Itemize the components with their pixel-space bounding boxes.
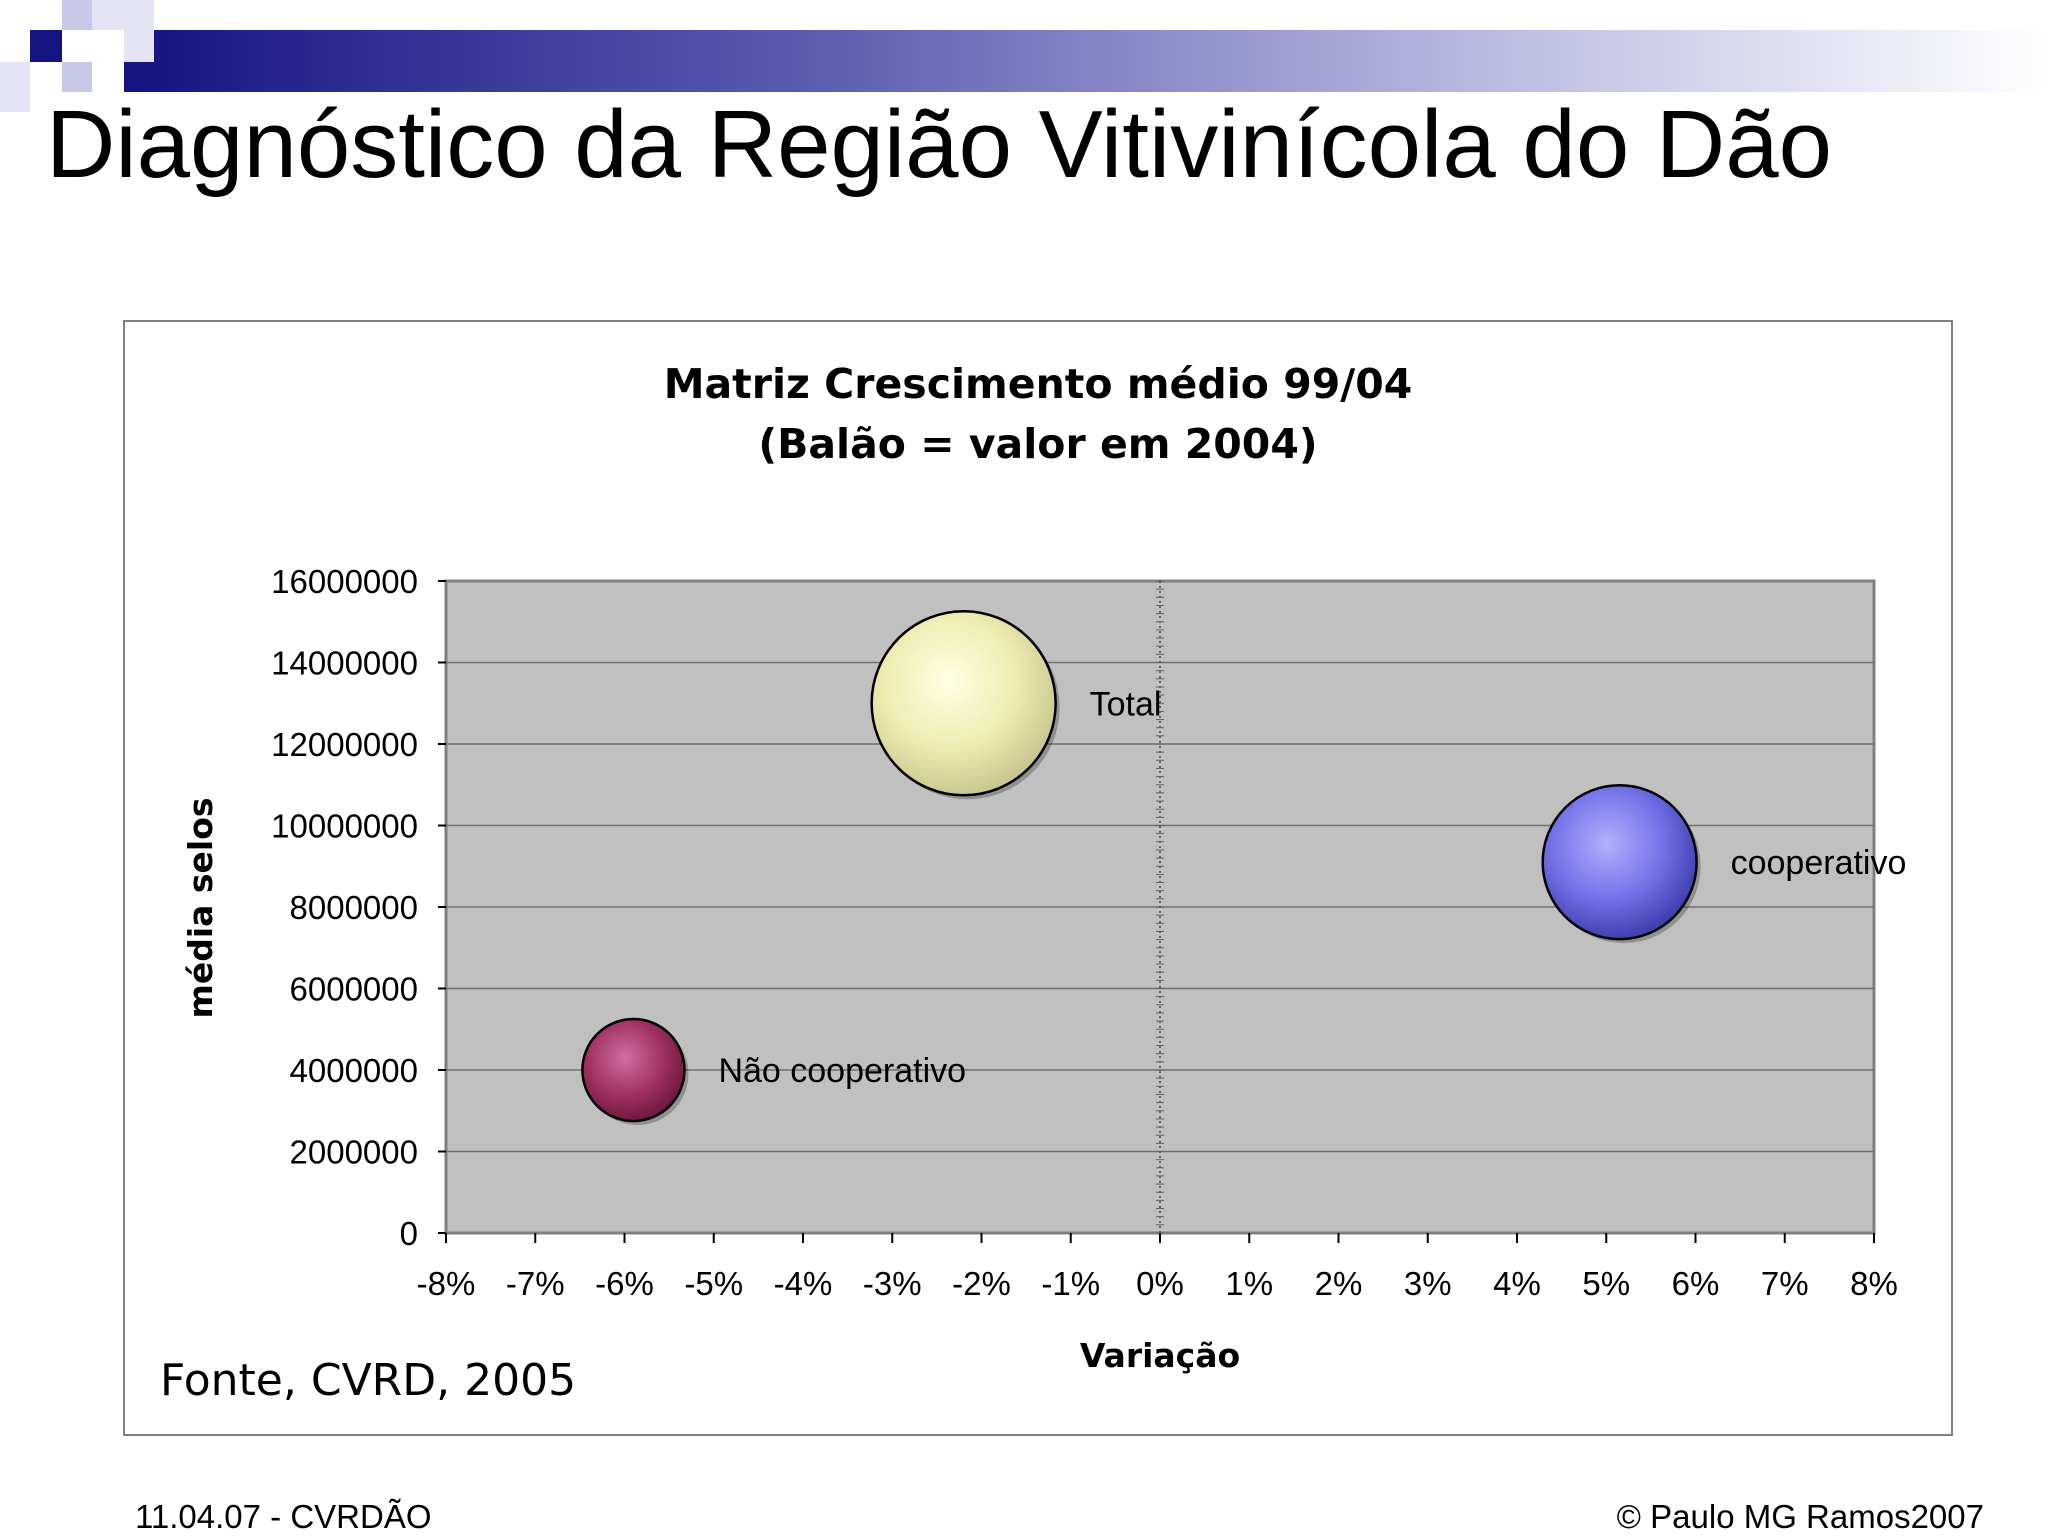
y-tick-label: 16000000	[271, 563, 418, 600]
zero-axis	[1156, 580, 1164, 1234]
bubble-label: Não cooperativo	[718, 1052, 966, 1090]
slide-title: Diagnóstico da Região Vitivinícola do Dã…	[46, 91, 1832, 198]
source-note: Fonte, CVRD, 2005	[160, 1355, 577, 1406]
x-tick-labels: -8% -7% -6% -5% -4% -3% -2% -1% 0% 1% 2% 3% 4% 5% 6% 7%…	[417, 1265, 1898, 1302]
bubble-label: Total	[1090, 685, 1162, 723]
bubbles	[581, 610, 1701, 1126]
y-tick-label: 2000000	[290, 1134, 418, 1171]
y-tick-labels: 0 2000000 4000000 6000000 8000000 10000000 120…	[271, 563, 418, 1252]
bubble-labels: Total cooperativo Não cooperativo	[718, 685, 1906, 1090]
x-tick-label: -8%	[417, 1265, 476, 1302]
y-tick-label: 8000000	[290, 889, 418, 926]
x-tick-label: -7%	[506, 1265, 565, 1302]
y-axis-label: média selos	[181, 797, 220, 1018]
bubble	[1541, 783, 1698, 941]
x-tick-label: -4%	[774, 1265, 833, 1302]
x-tick-label: -6%	[595, 1265, 654, 1302]
x-tick-label: -2%	[952, 1265, 1011, 1302]
y-tick-label: 14000000	[271, 645, 418, 682]
x-tick-label: 2%	[1315, 1265, 1363, 1302]
x-tick-label: 0%	[1136, 1265, 1184, 1302]
chart-title-line2: (Balão = valor em 2004)	[758, 420, 1317, 468]
x-tick-label: 4%	[1493, 1265, 1541, 1302]
y-tick-label: 6000000	[290, 971, 418, 1008]
x-tick-label: 8%	[1850, 1265, 1898, 1302]
bubble	[581, 1017, 686, 1123]
x-tick-label: 6%	[1672, 1265, 1720, 1302]
y-tick-label: 4000000	[290, 1052, 418, 1089]
x-tick-label: 7%	[1761, 1265, 1809, 1302]
corner-squares-decoration	[0, 0, 154, 112]
x-axis-label: Variação	[1080, 1336, 1240, 1375]
x-tick-label: 1%	[1225, 1265, 1273, 1302]
header-gradient-bar	[124, 30, 2048, 92]
y-tick-label: 10000000	[271, 808, 418, 845]
y-tick-label: 12000000	[271, 726, 418, 763]
x-tick-label: 3%	[1404, 1265, 1452, 1302]
footer-date: 11.04.07 - CVRDÃO	[135, 1498, 432, 1535]
x-tick-label: -1%	[1041, 1265, 1100, 1302]
chart-title-line1: Matriz Crescimento médio 99/04	[664, 360, 1413, 408]
x-tick-label: 5%	[1582, 1265, 1630, 1302]
x-tick-label: -3%	[863, 1265, 922, 1302]
bubble	[870, 610, 1057, 797]
footer-copyright: © Paulo MG Ramos2007	[1616, 1498, 1984, 1535]
bubble-label: cooperativo	[1731, 844, 1907, 882]
x-tick-label: -5%	[684, 1265, 743, 1302]
y-tick-label: 0	[400, 1215, 418, 1252]
